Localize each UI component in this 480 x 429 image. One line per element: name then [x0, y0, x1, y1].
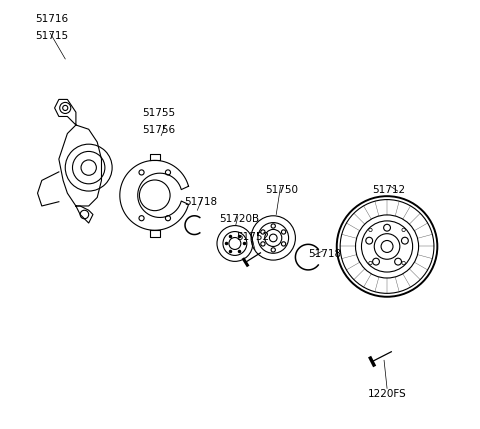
- Text: 51718: 51718: [185, 197, 218, 208]
- Text: 51752: 51752: [236, 232, 269, 242]
- Text: 51720B: 51720B: [219, 214, 259, 224]
- Text: 51715: 51715: [36, 31, 69, 41]
- Text: 51718: 51718: [308, 248, 341, 259]
- Text: 51756: 51756: [142, 125, 175, 135]
- Text: 51712: 51712: [372, 184, 405, 195]
- Text: 51750: 51750: [265, 184, 299, 195]
- Text: 51716: 51716: [36, 14, 69, 24]
- Text: 51755: 51755: [142, 108, 175, 118]
- Text: 1220FS: 1220FS: [368, 389, 407, 399]
